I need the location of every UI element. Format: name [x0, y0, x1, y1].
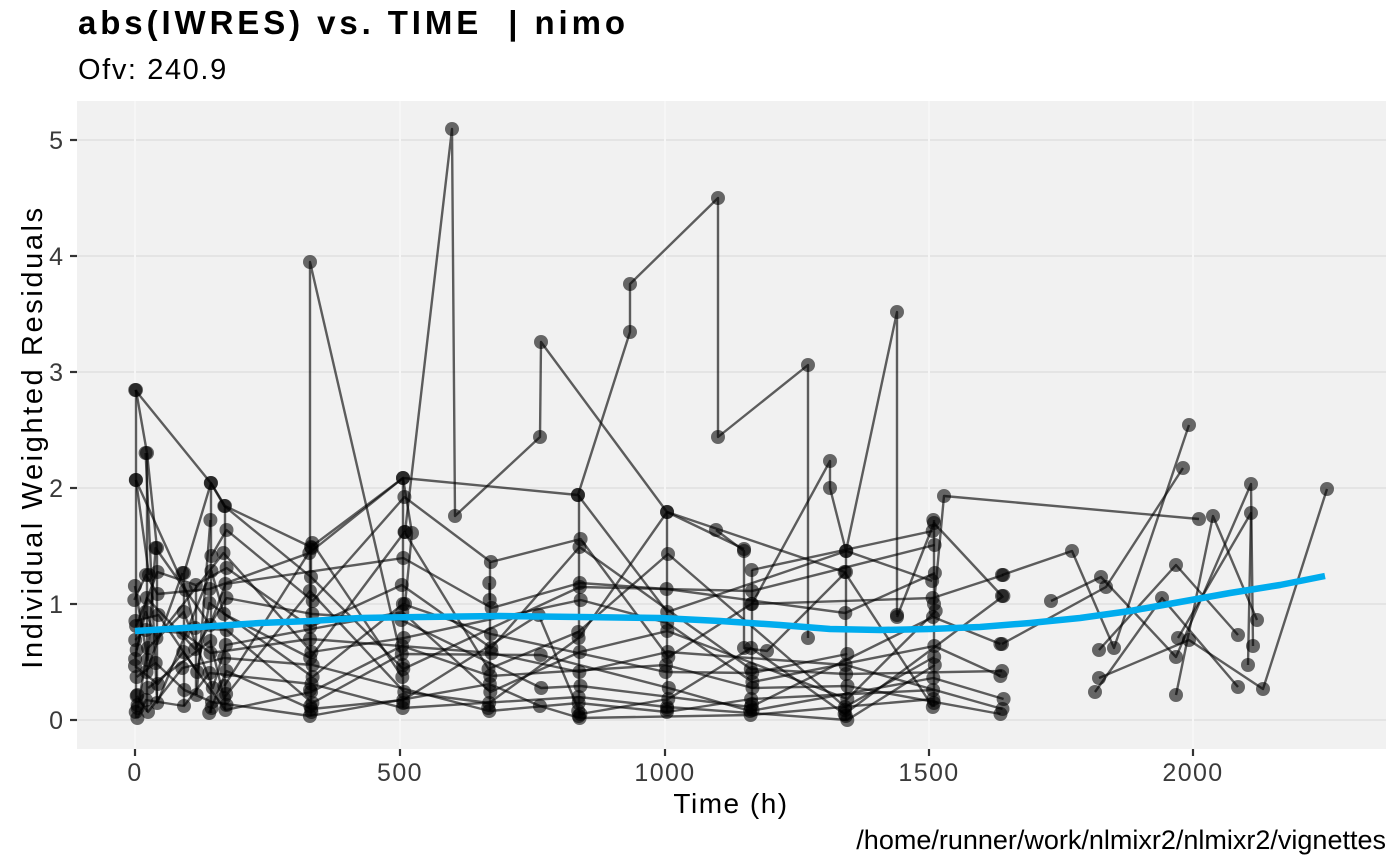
- svg-text:2000: 2000: [1162, 759, 1223, 787]
- svg-text:Individual Weighted Residuals: Individual Weighted Residuals: [17, 205, 49, 668]
- svg-text:1500: 1500: [898, 759, 959, 787]
- svg-text:1: 1: [49, 591, 64, 619]
- svg-text:0: 0: [127, 759, 142, 787]
- svg-text:Time (h): Time (h): [673, 788, 788, 819]
- svg-text:Ofv: 240.9: Ofv: 240.9: [78, 54, 228, 86]
- svg-text:4: 4: [49, 243, 64, 271]
- svg-text:500: 500: [377, 759, 423, 787]
- svg-text:3: 3: [49, 359, 64, 387]
- svg-text:1000: 1000: [634, 759, 695, 787]
- svg-text:abs(IWRES) vs. TIME | nimo: abs(IWRES) vs. TIME | nimo: [78, 4, 629, 41]
- svg-text:5: 5: [49, 127, 64, 155]
- svg-text:/home/runner/work/nlmixr2/nlmi: /home/runner/work/nlmixr2/nlmixr2/vignet…: [856, 825, 1386, 855]
- svg-text:2: 2: [49, 475, 64, 503]
- svg-text:0: 0: [49, 707, 64, 735]
